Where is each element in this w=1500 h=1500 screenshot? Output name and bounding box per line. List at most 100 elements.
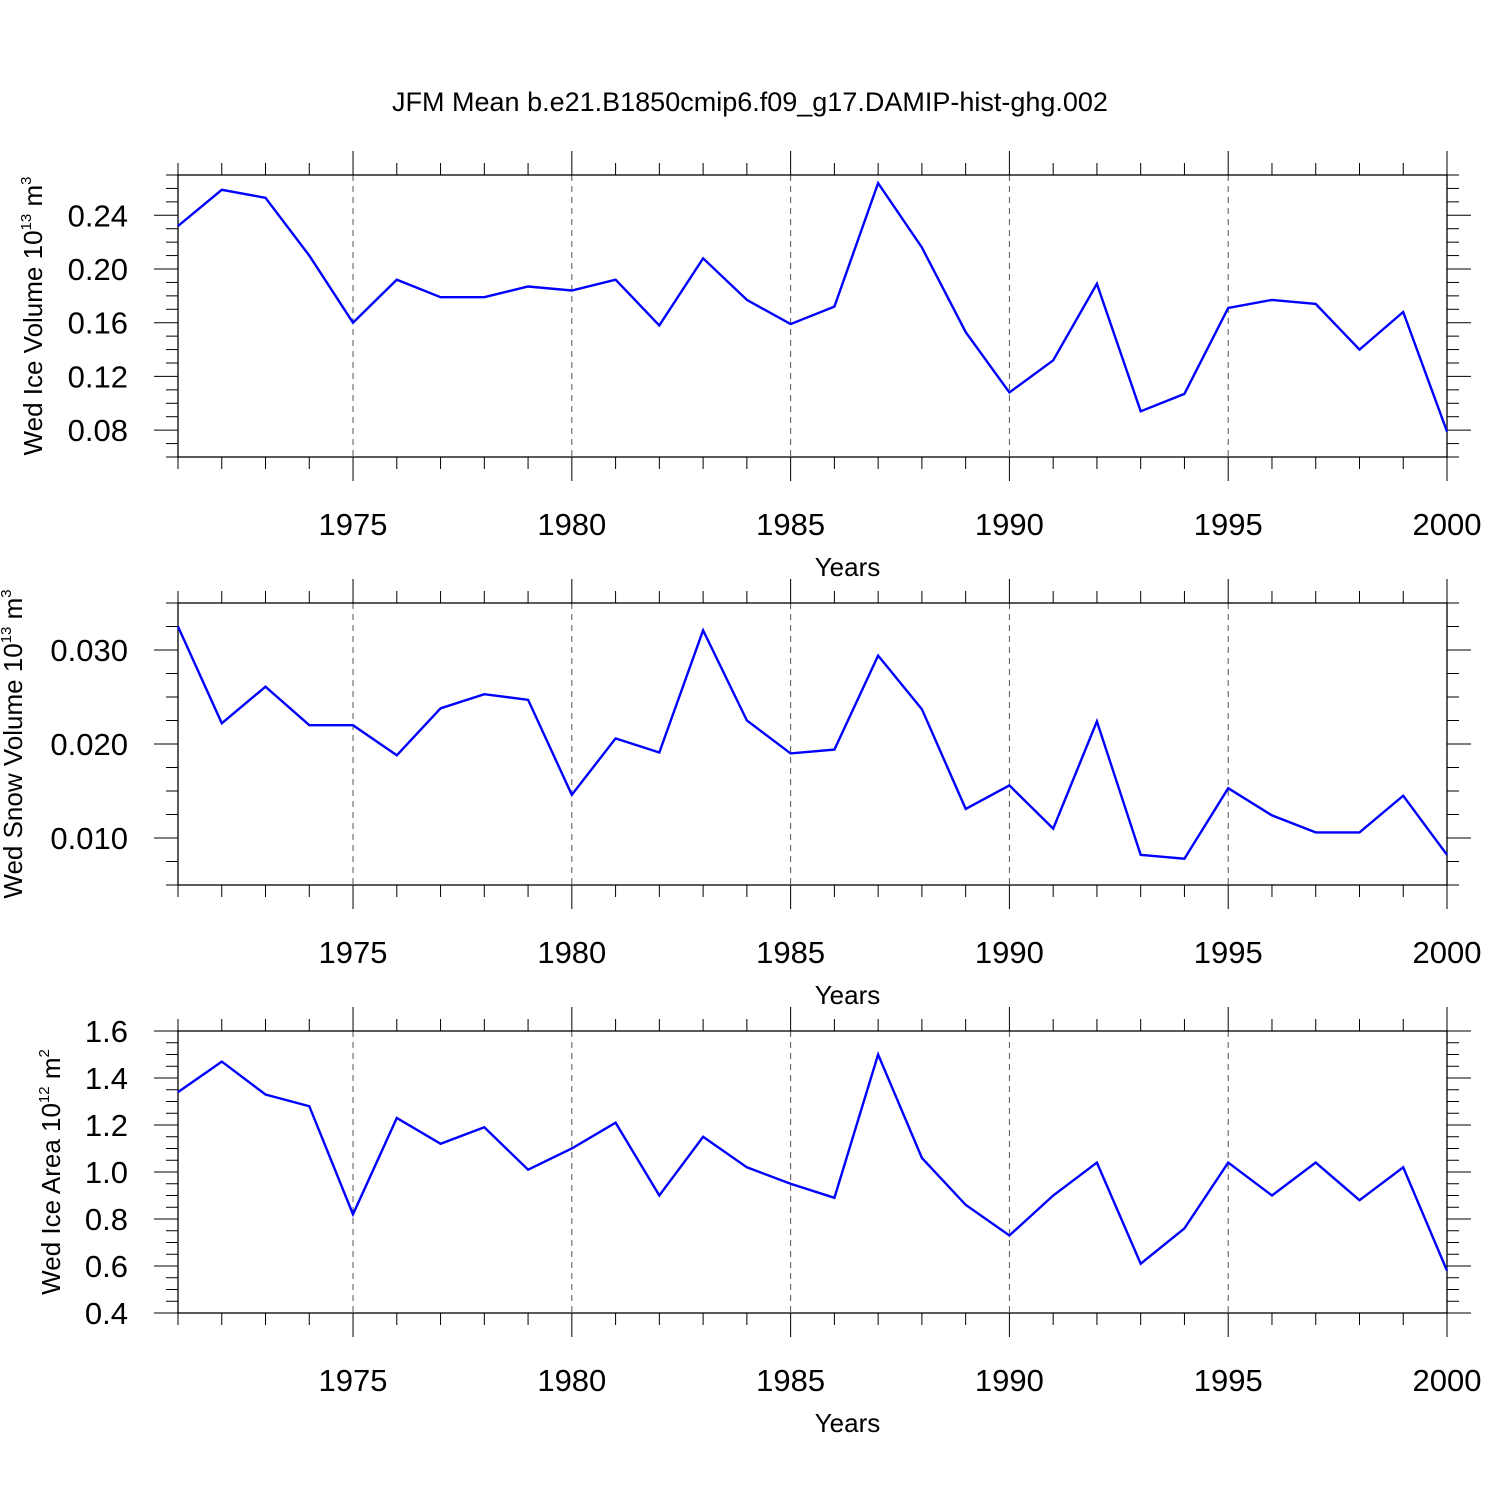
data-point xyxy=(1445,853,1449,857)
panel-snow-volume: 1975 1980 1985 1990 1995 2000 Years 0.010 0.020 0… xyxy=(0,579,1481,1010)
data-point xyxy=(964,330,968,334)
data-point xyxy=(1357,830,1361,834)
data-point xyxy=(526,698,530,702)
y-axis-label-main: Wed Snow Volume 10 xyxy=(0,643,28,898)
data-point xyxy=(1445,1269,1449,1273)
plot-frame xyxy=(177,174,1448,458)
data-point xyxy=(657,1194,661,1198)
series-line xyxy=(176,626,1448,860)
data-point xyxy=(264,685,268,689)
data-point xyxy=(789,1182,793,1186)
x-tick-label: 1975 xyxy=(319,507,388,542)
x-tick-label: 1990 xyxy=(975,1363,1044,1398)
y-axis-label-main: Wed Ice Volume 10 xyxy=(18,230,48,455)
y-axis-label-exp: 13 xyxy=(18,214,35,231)
data-point xyxy=(1401,794,1405,798)
data-point xyxy=(832,748,836,752)
data-point xyxy=(832,305,836,309)
data-point xyxy=(307,723,311,727)
data-point xyxy=(964,1203,968,1207)
data-point xyxy=(570,1147,574,1151)
data-point xyxy=(482,295,486,299)
y-axis-label: Wed Ice Volume 1013 m3 xyxy=(18,177,48,456)
y-axis-label-unit-exp: 3 xyxy=(18,177,35,185)
y-axis-label-unit: m xyxy=(18,185,48,214)
y-tick-label: 1.6 xyxy=(85,1014,128,1049)
data-point xyxy=(1314,302,1318,306)
panel-ice-area: 1975 1980 1985 1990 1995 2000 Years 0.4 0.6 0.8 1.… xyxy=(36,1007,1481,1438)
y-tick-label: 0.08 xyxy=(68,413,128,448)
y-tick-label: 1.4 xyxy=(85,1061,128,1096)
plot-frame xyxy=(177,602,1448,886)
data-point xyxy=(876,654,880,658)
x-tick-label: 1975 xyxy=(319,935,388,970)
panel-ice-volume: 1975 1980 1985 1990 1995 2000 Years 0.08 0.12 0.1… xyxy=(18,151,1481,582)
data-point xyxy=(264,1092,268,1096)
data-point xyxy=(1270,1194,1274,1198)
data-point xyxy=(701,628,705,632)
data-point xyxy=(1445,429,1449,433)
y-tick-label: 0.020 xyxy=(50,727,128,762)
y-axis-label-exp: 12 xyxy=(36,1086,53,1103)
data-point xyxy=(614,278,618,282)
y-axis-label: Wed Snow Volume 1013 m3 xyxy=(0,589,28,898)
data-point xyxy=(1051,827,1055,831)
y-axis-label-unit-exp: 3 xyxy=(0,589,15,597)
data-point xyxy=(920,707,924,711)
x-axis-label: Years xyxy=(815,552,881,582)
data-point xyxy=(395,1116,399,1120)
x-tick-label: 1985 xyxy=(756,507,825,542)
data-point xyxy=(526,1168,530,1172)
data-point xyxy=(570,793,574,797)
y-tick-label: 0.4 xyxy=(85,1296,128,1331)
x-axis-label: Years xyxy=(815,1408,881,1438)
series-line xyxy=(177,180,1449,432)
data-point xyxy=(439,1142,443,1146)
data-point xyxy=(351,723,355,727)
data-point xyxy=(745,719,749,723)
data-point xyxy=(1182,857,1186,861)
y-axis-label: Wed Ice Area 1012 m2 xyxy=(36,1049,66,1295)
data-point xyxy=(1139,853,1143,857)
chart-title: JFM Mean b.e21.B1850cmip6.f09_g17.DAMIP-… xyxy=(392,87,1108,117)
data-point xyxy=(1182,1226,1186,1230)
data-point xyxy=(395,753,399,757)
data-point xyxy=(701,1135,705,1139)
data-point xyxy=(1314,1161,1318,1165)
data-point xyxy=(657,323,661,327)
data-point xyxy=(439,295,443,299)
data-point xyxy=(1270,813,1274,817)
data-point xyxy=(876,181,880,185)
data-point xyxy=(1226,1161,1230,1165)
data-point xyxy=(657,750,661,754)
data-point xyxy=(1270,298,1274,302)
data-point xyxy=(1139,409,1143,413)
data-point xyxy=(1226,306,1230,310)
data-point xyxy=(220,188,224,192)
data-point xyxy=(745,1165,749,1169)
data-point xyxy=(1007,1233,1011,1237)
data-point xyxy=(395,278,399,282)
x-tick-label: 1980 xyxy=(537,507,606,542)
data-point xyxy=(1401,1165,1405,1169)
x-axis-label: Years xyxy=(815,980,881,1010)
data-point xyxy=(570,288,574,292)
data-point xyxy=(1226,786,1230,790)
x-tick-label: 1975 xyxy=(319,1363,388,1398)
y-tick-label: 0.12 xyxy=(68,359,128,394)
x-tick-label: 1980 xyxy=(537,935,606,970)
data-point xyxy=(176,1090,180,1094)
x-tick-label: 2000 xyxy=(1413,935,1482,970)
x-tick-label: 1990 xyxy=(975,507,1044,542)
data-point xyxy=(351,1212,355,1216)
data-point xyxy=(439,706,443,710)
y-tick-label: 0.20 xyxy=(68,252,128,287)
data-point xyxy=(1095,282,1099,286)
y-tick-label: 0.8 xyxy=(85,1202,128,1237)
data-point xyxy=(876,1053,880,1057)
data-point xyxy=(920,246,924,250)
y-axis-label-main: Wed Ice Area 10 xyxy=(36,1103,66,1295)
data-point xyxy=(307,1104,311,1108)
plot-frame xyxy=(177,1030,1448,1314)
